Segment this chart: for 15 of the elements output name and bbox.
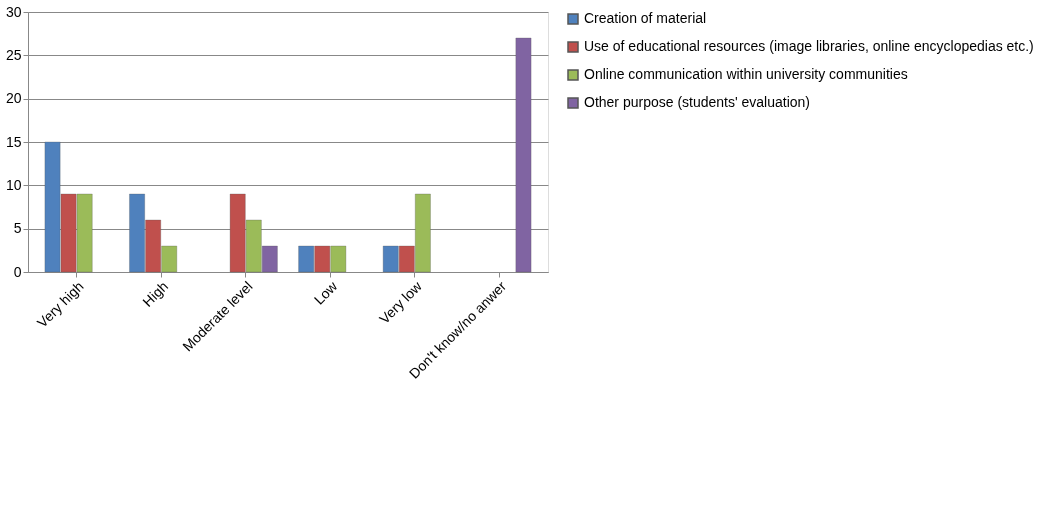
y-tick-label: 20 <box>5 90 22 107</box>
y-tick-label: 15 <box>5 133 22 150</box>
y-tick-label: 10 <box>5 176 22 193</box>
y-tick-label: 25 <box>5 46 22 63</box>
legend-label: Online communication within university communities <box>584 66 908 82</box>
bar <box>515 37 532 273</box>
legend-label: Creation of material <box>584 10 707 26</box>
x-tick-label: Low <box>310 277 341 308</box>
legend-label: Other purpose (students' evaluation) <box>584 94 811 110</box>
y-tick-label: 5 <box>13 220 22 237</box>
y-tick-label: 0 <box>13 263 22 280</box>
legend-label: Use of educational resources (image libraries, online encyclopedias etc.) <box>584 38 1034 54</box>
x-tick-label: Very low <box>375 277 426 327</box>
y-tick-label: 30 <box>5 3 22 20</box>
x-tick-label: Very high <box>33 278 87 331</box>
